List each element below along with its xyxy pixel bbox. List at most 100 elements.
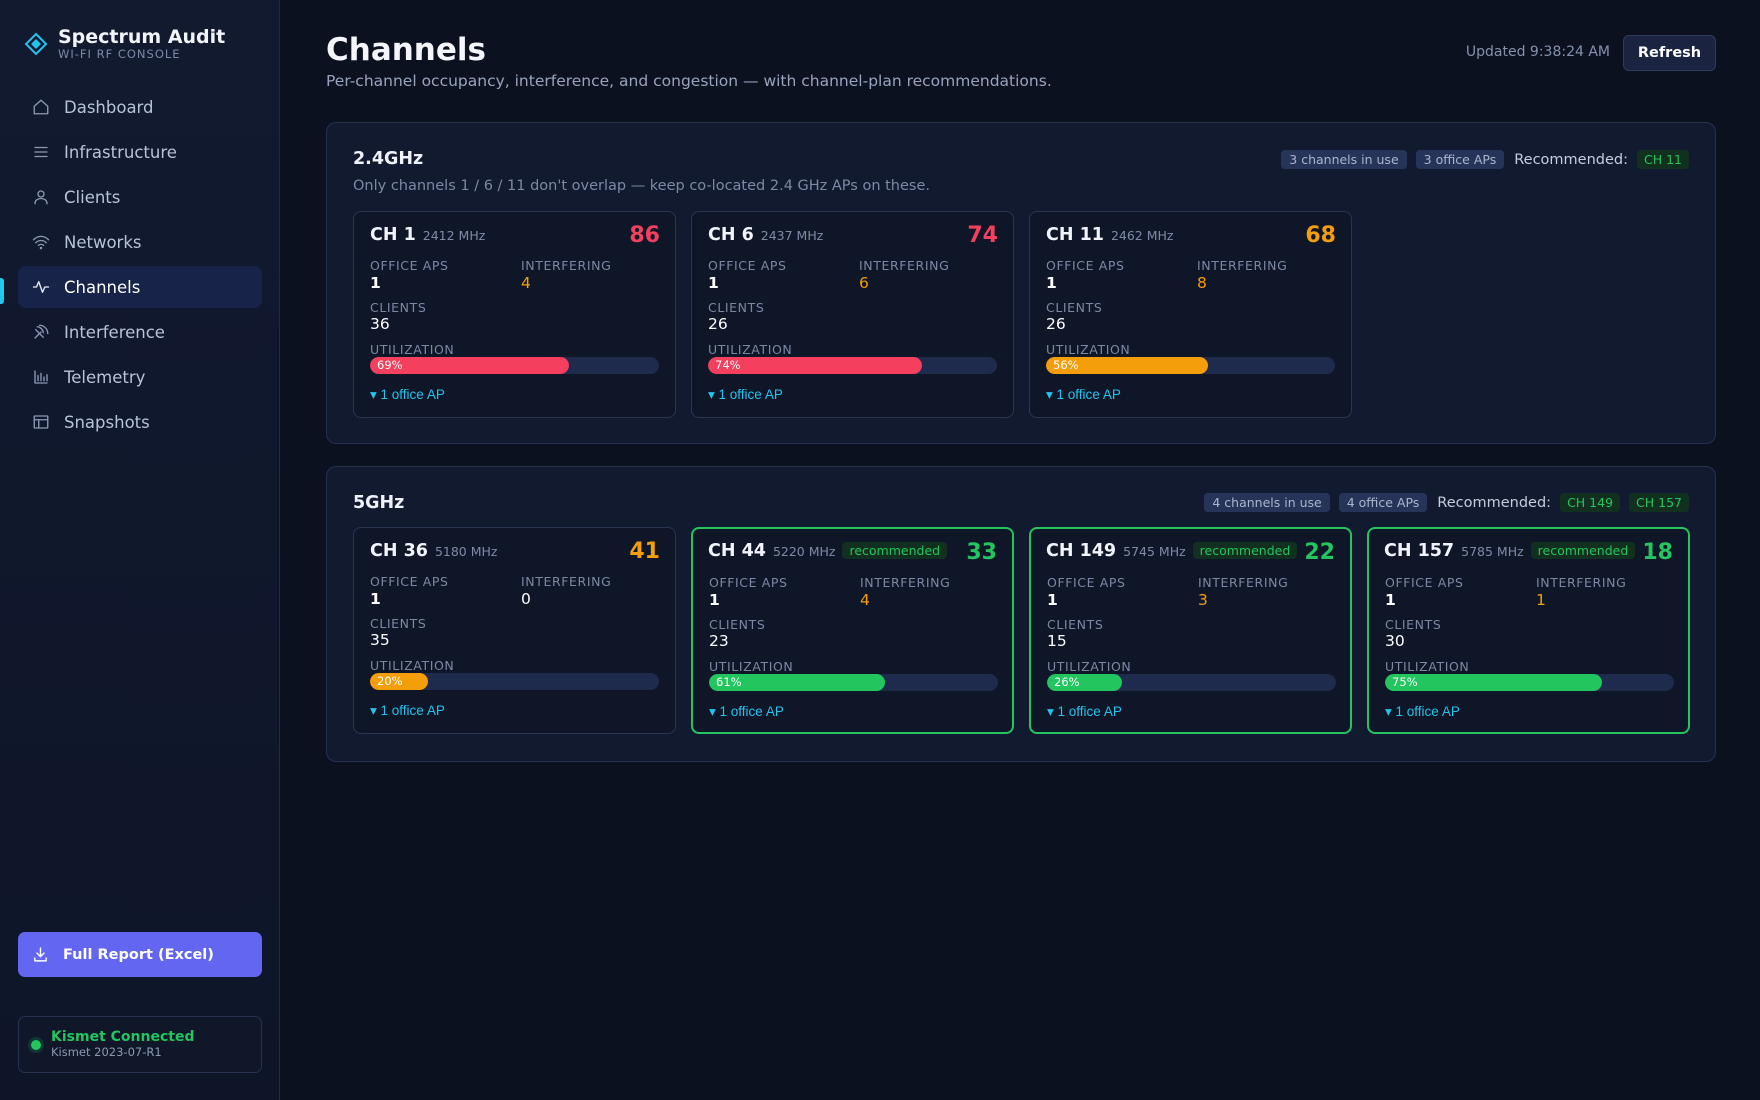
utilization-bar: 56% <box>1046 357 1335 374</box>
band-title: 2.4GHz <box>353 149 424 169</box>
channel-number: CH 149 <box>1046 541 1117 561</box>
clients-value: 26 <box>708 315 728 333</box>
channel-card[interactable]: CH 11 2462 MHz 68 OFFICE APS INTERFERING 1 8 CL… <box>1029 211 1352 418</box>
utilization-fill: 61% <box>709 674 886 691</box>
clients-label: CLIENTS <box>370 300 427 315</box>
clients-value: 35 <box>370 631 390 649</box>
sidebar-item-dashboard[interactable]: Dashboard <box>18 86 262 128</box>
card-header: CH 1 2412 MHz <box>370 225 485 245</box>
interfering-value: 0 <box>521 590 531 608</box>
channel-card[interactable]: CH 44 5220 MHz recommended 33 OFFICE APS INTE… <box>691 527 1014 734</box>
utilization-fill: 20% <box>370 673 428 690</box>
sidebar-item-snapshots[interactable]: Snapshots <box>18 401 262 443</box>
utilization-fill: 69% <box>370 357 570 374</box>
clients-label: CLIENTS <box>370 616 427 631</box>
office-aps-value: 1 <box>1385 591 1396 609</box>
channels-in-use-badge: 3 channels in use <box>1281 150 1407 169</box>
card-header: CH 36 5180 MHz <box>370 541 497 561</box>
card-header: CH 44 5220 MHz recommended <box>708 541 948 561</box>
sidebar-item-telemetry[interactable]: Telemetry <box>18 356 262 398</box>
recommended-tag: recommended <box>842 542 948 559</box>
channel-card[interactable]: CH 36 5180 MHz 41 OFFICE APS INTERFERING 1 0 CL… <box>353 527 676 734</box>
interfering-label: INTERFERING <box>1536 575 1627 590</box>
utilization-value: 75% <box>1392 675 1418 689</box>
channels-in-use-badge: 4 channels in use <box>1204 493 1330 512</box>
sidebar-nav: Dashboard Infrastructure Clients Network… <box>18 86 262 446</box>
office-ap-toggle[interactable]: ▾ 1 office AP <box>370 387 445 402</box>
channel-number: CH 36 <box>370 541 428 561</box>
interfering-value: 6 <box>859 274 869 292</box>
office-ap-toggle[interactable]: ▾ 1 office AP <box>370 703 445 718</box>
channel-frequency: 5745 MHz <box>1123 544 1186 559</box>
recommended-channel-badge: CH 149 <box>1560 493 1621 512</box>
office-ap-toggle[interactable]: ▾ 1 office AP <box>1385 704 1460 719</box>
interfering-label: INTERFERING <box>860 575 951 590</box>
recommended-tag: recommended <box>1192 542 1298 559</box>
card-header: CH 149 5745 MHz recommended <box>1046 541 1298 561</box>
antenna-icon <box>34 324 49 339</box>
full-report-button[interactable]: Full Report (Excel) <box>18 932 262 977</box>
band-panel-2-4ghz: 2.4GHz 3 channels in use 3 office APs Re… <box>326 122 1716 444</box>
channel-card[interactable]: CH 149 5745 MHz recommended 22 OFFICE APS INT… <box>1029 527 1352 734</box>
channel-frequency: 5220 MHz <box>772 544 836 559</box>
utilization-fill: 74% <box>708 357 922 374</box>
interfering-label: INTERFERING <box>859 258 950 273</box>
channel-card[interactable]: CH 157 5785 MHz recommended 18 OFFICE APS INT… <box>1367 527 1690 734</box>
office-aps-label: OFFICE APS <box>370 258 449 273</box>
kismet-status-panel: Kismet Connected Kismet 2023-07-R1 <box>18 1016 262 1073</box>
refresh-button[interactable]: Refresh <box>1623 35 1716 71</box>
kismet-status: Kismet Connected <box>51 1029 195 1045</box>
sidebar-item-label: Dashboard <box>64 97 154 117</box>
sidebar-item-interference[interactable]: Interference <box>18 311 262 353</box>
office-ap-toggle[interactable]: ▾ 1 office AP <box>709 704 784 719</box>
channel-card[interactable]: CH 6 2437 MHz 74 OFFICE APS INTERFERING 1 6 CLI… <box>691 211 1014 418</box>
office-aps-value: 1 <box>1047 591 1058 609</box>
utilization-bar: 61% <box>709 674 998 691</box>
clients-label: CLIENTS <box>708 300 765 315</box>
utilization-value: 74% <box>715 358 741 372</box>
office-ap-toggle[interactable]: ▾ 1 office AP <box>708 387 783 402</box>
wifi-icon <box>32 235 50 250</box>
channel-number: CH 44 <box>708 541 766 561</box>
sidebar-item-clients[interactable]: Clients <box>18 176 262 218</box>
recommended-label: Recommended: <box>1437 494 1552 511</box>
congestion-score: 22 <box>1304 540 1335 565</box>
channel-frequency: 5180 MHz <box>434 544 498 559</box>
office-ap-toggle[interactable]: ▾ 1 office AP <box>1046 387 1121 402</box>
channel-card[interactable]: CH 1 2412 MHz 86 OFFICE APS INTERFERING 1 4 CLI… <box>353 211 676 418</box>
user-icon <box>34 190 48 205</box>
office-aps-value: 1 <box>370 590 381 608</box>
sidebar-item-label: Telemetry <box>64 367 146 387</box>
utilization-label: UTILIZATION <box>370 342 455 357</box>
interfering-value: 8 <box>1197 274 1207 292</box>
channel-frequency: 2462 MHz <box>1110 228 1174 243</box>
clients-value: 30 <box>1385 632 1405 650</box>
utilization-bar: 75% <box>1385 674 1674 691</box>
sidebar-item-networks[interactable]: Networks <box>18 221 262 263</box>
band-meta: 3 channels in use 3 office APs Recommend… <box>1281 150 1689 169</box>
office-aps-value: 1 <box>1046 274 1057 292</box>
app-title: Spectrum Audit <box>58 26 226 48</box>
home-icon <box>33 99 49 115</box>
recommended-tag: recommended <box>1530 542 1636 559</box>
recommended-channel-badge: CH 157 <box>1629 493 1689 512</box>
band-meta: 4 channels in use 4 office APs Recommend… <box>1204 493 1689 512</box>
office-aps-label: OFFICE APS <box>370 574 449 589</box>
pulse-icon <box>32 281 50 293</box>
sidebar-item-infrastructure[interactable]: Infrastructure <box>18 131 262 173</box>
channel-number: CH 6 <box>708 225 754 245</box>
clients-value: 26 <box>1046 315 1066 333</box>
utilization-value: 56% <box>1053 358 1079 372</box>
brand[interactable]: Spectrum Audit WI-FI RF CONSOLE <box>24 26 225 61</box>
congestion-score: 74 <box>967 223 998 248</box>
interfering-value: 4 <box>860 591 870 609</box>
office-aps-label: OFFICE APS <box>708 258 787 273</box>
download-icon <box>34 947 47 962</box>
status-dot-icon <box>31 1039 41 1050</box>
sidebar-item-channels[interactable]: Channels <box>18 266 262 308</box>
office-ap-toggle[interactable]: ▾ 1 office AP <box>1047 704 1122 719</box>
utilization-value: 69% <box>377 358 403 372</box>
diamond-logo-icon <box>24 32 48 55</box>
utilization-label: UTILIZATION <box>1385 659 1470 674</box>
utilization-fill: 26% <box>1047 674 1123 691</box>
